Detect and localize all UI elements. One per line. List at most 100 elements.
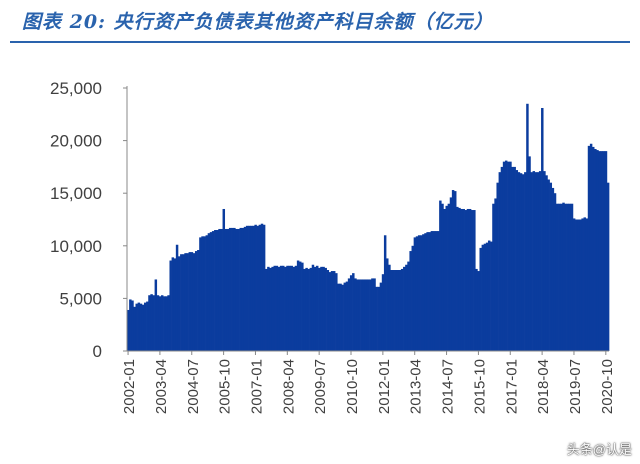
x-tick-label: 2009-07 xyxy=(312,359,329,414)
x-tick-label: 2017-01 xyxy=(503,359,520,414)
bar xyxy=(214,230,217,351)
bar xyxy=(524,172,527,351)
bar xyxy=(258,224,262,351)
bar xyxy=(600,151,603,351)
y-tick-label: 10,000 xyxy=(50,237,102,256)
bar xyxy=(443,208,446,351)
bar xyxy=(186,253,189,351)
bar xyxy=(543,171,546,351)
bar xyxy=(494,198,497,351)
bar xyxy=(598,151,601,351)
bar xyxy=(309,267,313,351)
bar xyxy=(405,264,408,351)
title-divider xyxy=(10,41,630,43)
bar xyxy=(160,295,164,351)
bar xyxy=(449,197,453,351)
bar xyxy=(345,281,349,351)
bar xyxy=(481,244,485,351)
bar xyxy=(500,166,504,351)
bar xyxy=(473,210,476,351)
bar xyxy=(466,208,470,351)
bar xyxy=(534,172,538,351)
bar xyxy=(239,227,243,351)
y-tick-label: 25,000 xyxy=(50,79,102,98)
bar xyxy=(528,156,531,351)
bar xyxy=(422,234,425,351)
bar xyxy=(560,203,563,351)
bar xyxy=(322,266,325,351)
bar xyxy=(288,265,291,351)
bar xyxy=(581,218,584,351)
bar xyxy=(284,266,287,351)
bar xyxy=(596,150,599,351)
bar xyxy=(315,265,319,351)
bar xyxy=(379,282,383,351)
bar xyxy=(146,301,149,351)
bar xyxy=(358,279,361,351)
bar xyxy=(209,232,213,351)
bar xyxy=(273,265,276,351)
bar xyxy=(434,231,438,351)
bar xyxy=(579,219,582,351)
bar xyxy=(349,275,353,351)
x-tick-label: 2015-10 xyxy=(471,359,488,414)
bar xyxy=(430,231,434,351)
bar xyxy=(388,264,391,351)
x-tick-label: 2019-07 xyxy=(567,359,584,414)
bar xyxy=(194,251,198,351)
bar xyxy=(583,217,586,351)
x-tick-label: 2008-04 xyxy=(280,359,297,414)
bar xyxy=(509,161,512,351)
bar xyxy=(335,273,338,351)
bar xyxy=(468,208,472,351)
bar xyxy=(275,265,279,351)
bar xyxy=(233,227,236,351)
bar xyxy=(375,286,378,351)
bar xyxy=(341,284,344,351)
x-tick-label: 2014-07 xyxy=(440,359,457,414)
bar xyxy=(604,151,608,351)
x-tick-label: 2013-04 xyxy=(408,359,425,414)
bar xyxy=(271,266,274,351)
bar xyxy=(167,295,170,351)
bar xyxy=(131,300,134,351)
bar xyxy=(211,231,215,351)
bar xyxy=(479,247,482,351)
bar xyxy=(392,270,395,351)
bar xyxy=(490,241,493,351)
bar xyxy=(403,266,406,351)
bar xyxy=(241,227,245,351)
bar xyxy=(530,172,533,351)
bar xyxy=(428,232,431,351)
bar xyxy=(207,233,211,351)
bar xyxy=(447,203,451,351)
bar xyxy=(301,262,304,351)
bar xyxy=(555,203,559,351)
bar xyxy=(184,253,187,351)
x-tick-label: 2003-04 xyxy=(153,359,170,414)
bar xyxy=(294,265,298,351)
x-tick-label: 2010-10 xyxy=(344,359,361,414)
bar xyxy=(220,228,223,351)
bar xyxy=(141,304,145,351)
bar xyxy=(551,187,555,351)
bar xyxy=(417,235,421,351)
bar xyxy=(318,267,321,351)
bar xyxy=(547,179,550,351)
bar xyxy=(152,295,155,351)
bar xyxy=(411,245,414,351)
bar xyxy=(307,268,310,351)
bar xyxy=(458,207,461,351)
bar xyxy=(511,166,514,351)
bar xyxy=(347,278,351,351)
bar xyxy=(409,251,412,351)
bar xyxy=(169,260,172,351)
bar xyxy=(245,225,249,351)
bar xyxy=(252,225,255,351)
y-tick-label: 20,000 xyxy=(50,132,102,151)
bar xyxy=(532,171,536,351)
bar xyxy=(282,265,285,351)
bar xyxy=(371,278,374,351)
bar xyxy=(148,295,151,351)
bar xyxy=(439,200,442,351)
